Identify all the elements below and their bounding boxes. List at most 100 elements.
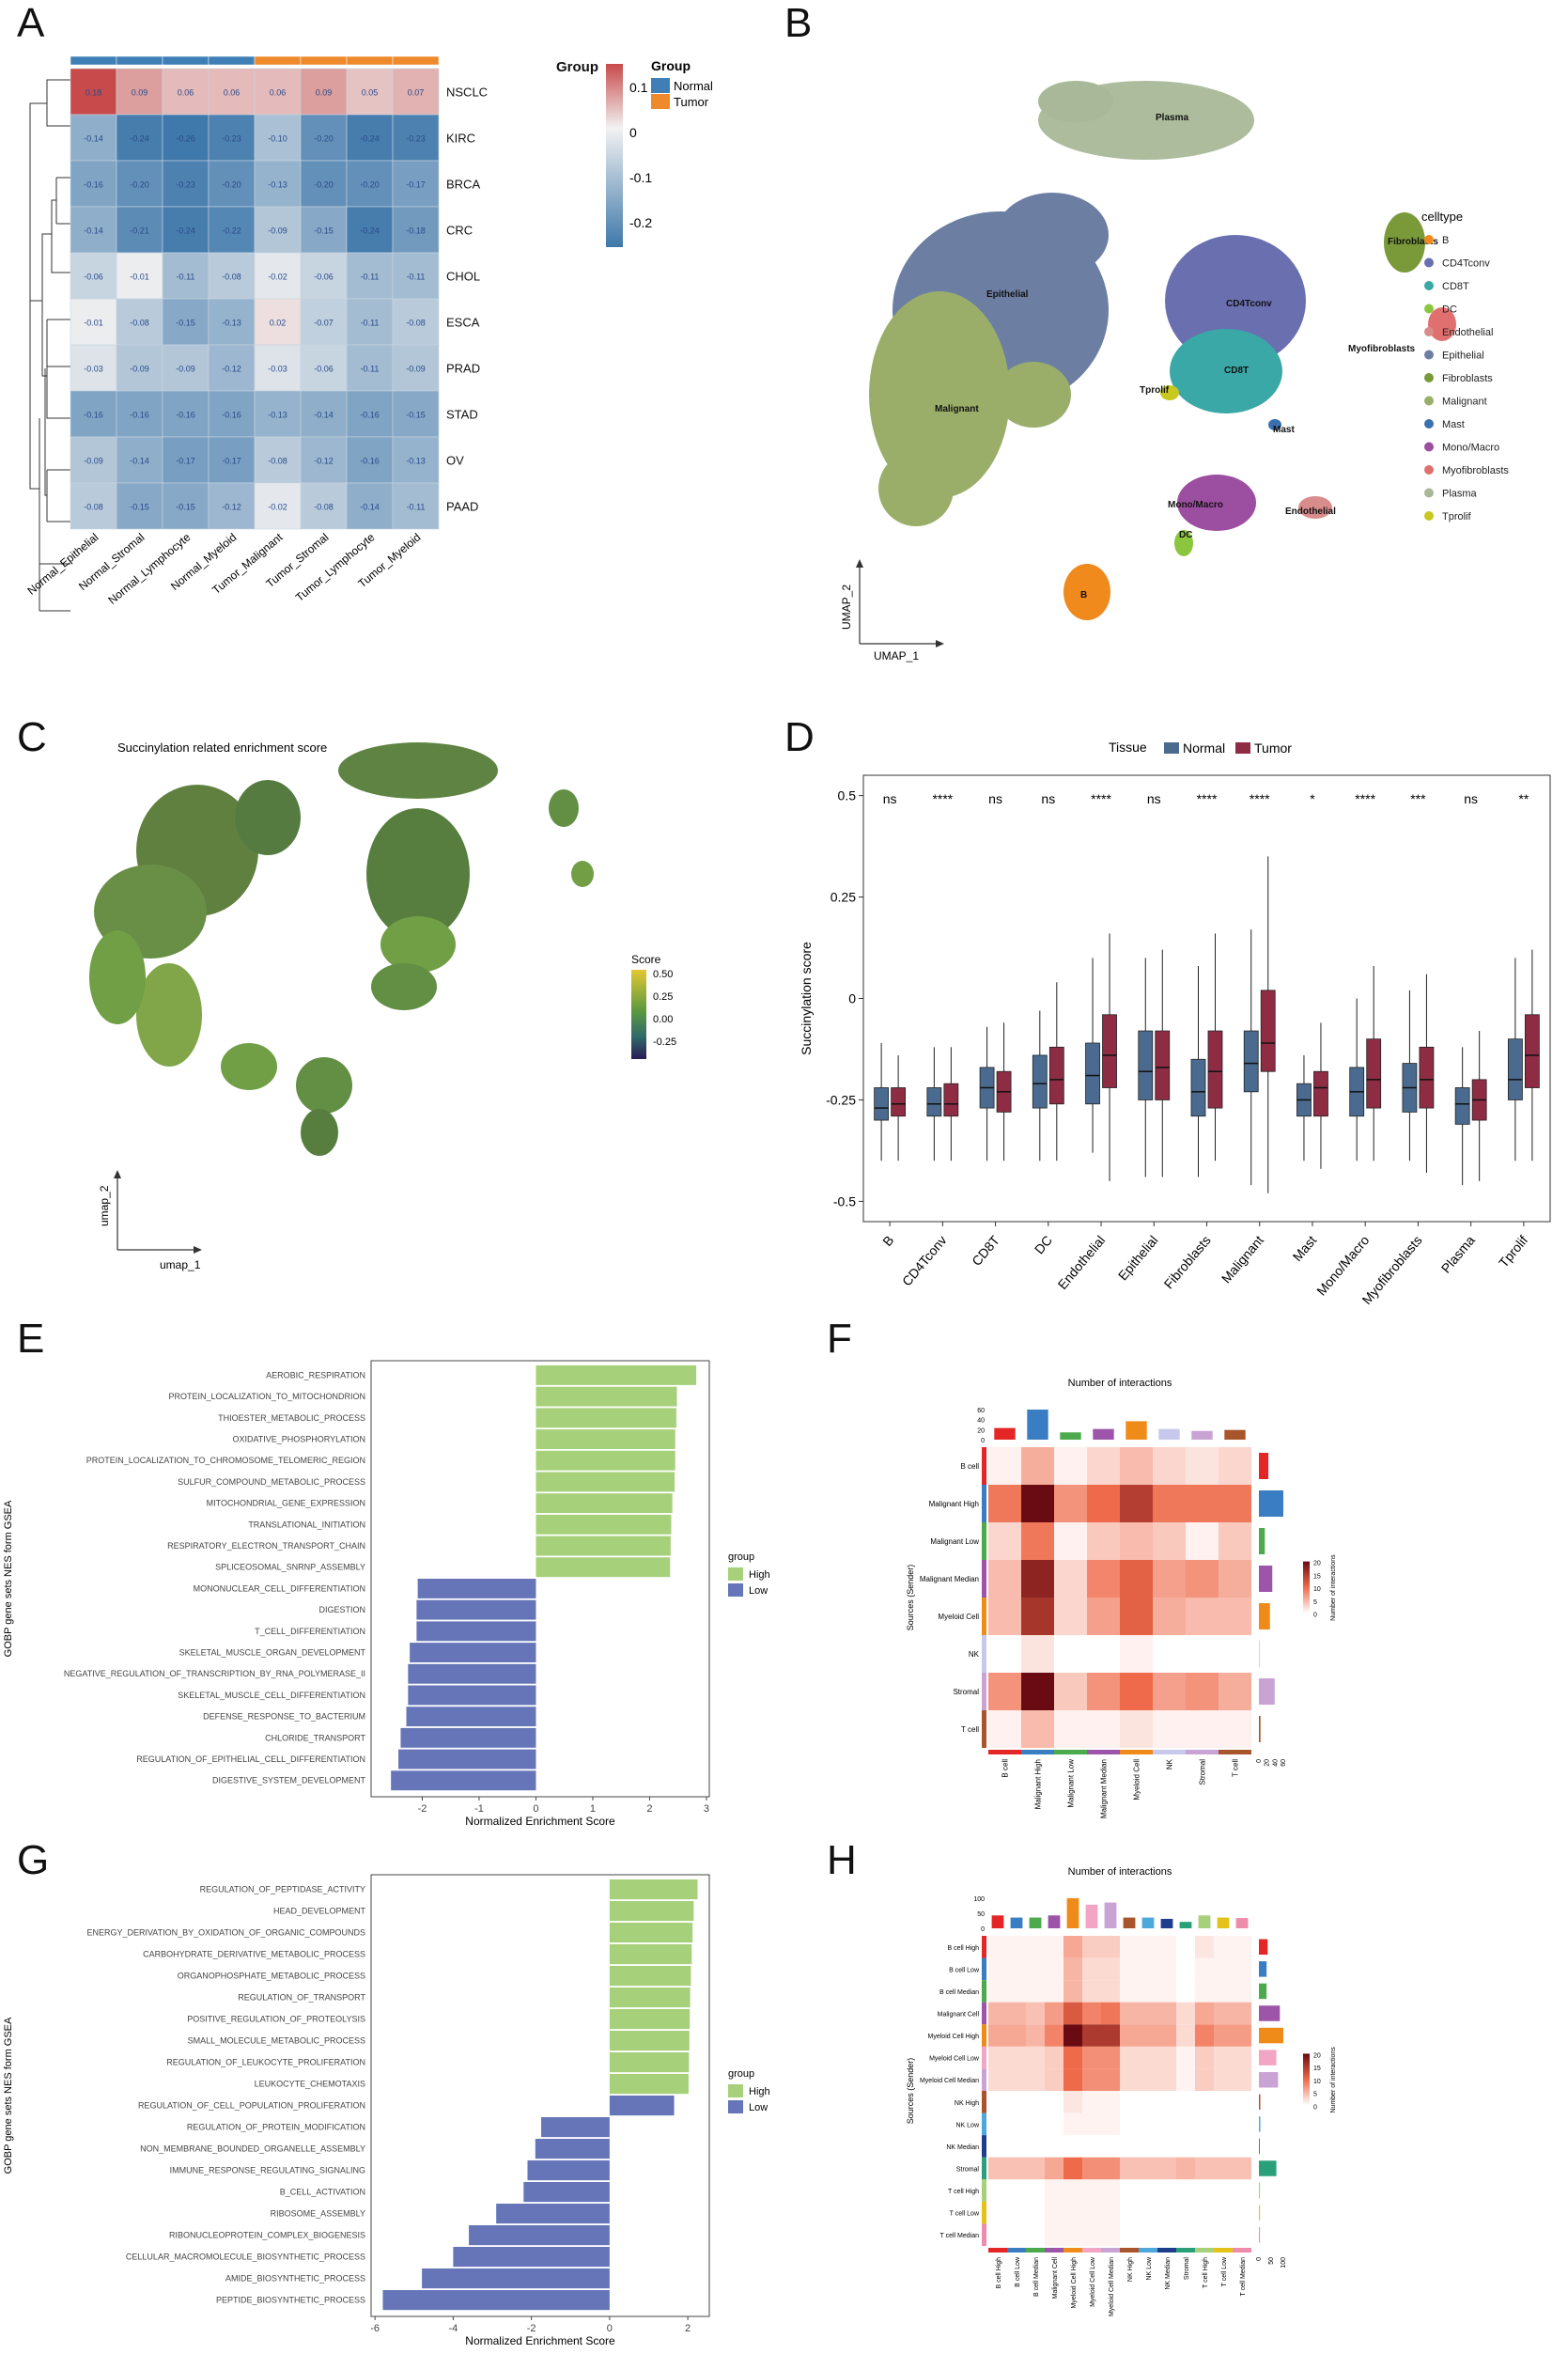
heatmap-cell: [1026, 2223, 1045, 2246]
bar-label: MONONUCLEAR_CELL_DIFFERENTIATION: [194, 1583, 365, 1593]
heatmap-cell: [254, 390, 302, 438]
heatmap-cell: [1026, 2201, 1045, 2224]
heatmap-cell: [988, 1598, 1021, 1635]
right-axis-tick: 50: [1268, 2257, 1275, 2265]
top-bar: [1141, 1917, 1155, 1928]
heatmap-cell: [1157, 2223, 1176, 2246]
bar: [536, 1386, 677, 1407]
bar-label: SKELETAL_MUSCLE_CELL_DIFFERENTIATION: [178, 1691, 365, 1700]
heatmap-cell: [1045, 1980, 1063, 2003]
row-color-strip: [982, 2157, 986, 2180]
group-row-label: Group: [556, 59, 598, 75]
row-label: ESCA: [446, 316, 480, 330]
cluster-fibroblasts: [1384, 212, 1425, 273]
x-tick-label: -4: [449, 2323, 458, 2334]
legend-label: Mono/Macro: [1442, 443, 1499, 454]
cell-value-label: -0.24: [176, 226, 195, 236]
cluster-malignant: [869, 291, 1010, 498]
x-tick-label: Fibroblasts: [1161, 1233, 1214, 1292]
heatmap-cell: [70, 390, 117, 438]
cluster-tprolif: [1160, 385, 1179, 400]
heatmap-cell: [1087, 1485, 1120, 1522]
heatmap-cell: [392, 114, 440, 162]
cell-value-label: -0.11: [361, 273, 380, 282]
heatmap-cell: [1176, 2024, 1195, 2047]
arrow-head-icon: [936, 640, 944, 647]
x-tick-label: Plasma: [1438, 1232, 1478, 1275]
scale-tick: -0.25: [653, 1037, 676, 1048]
heatmap-cell: [1186, 1673, 1219, 1710]
bar: [536, 1514, 672, 1535]
row-label: T cell High: [948, 2189, 979, 2195]
heatmap-cell: [1219, 1560, 1251, 1598]
heatmap-cell: [1045, 2135, 1063, 2158]
x-tick-label: Malignant: [1219, 1233, 1266, 1286]
x-tick-label: Epithelial: [1115, 1233, 1161, 1284]
row-label: Malignant Low: [930, 1537, 979, 1546]
cell-value-label: -0.09: [84, 457, 103, 466]
heatmap-cell: [1176, 2091, 1195, 2113]
box: [1313, 1070, 1328, 1117]
arrow-head-icon: [114, 1170, 121, 1178]
right-bar: [1259, 1983, 1267, 2000]
column-color-strip: [1063, 2248, 1082, 2253]
heatmap-cell: [1214, 2157, 1233, 2180]
significance-label: ***: [1410, 791, 1426, 806]
column-color-strip: [1045, 2248, 1063, 2253]
cell-value-label: -0.20: [222, 180, 241, 190]
column-label: Normal_Lymphocyte: [105, 530, 193, 606]
bar: [609, 1988, 691, 2008]
significance-label: ns: [1041, 791, 1055, 806]
row-label: B cell Median: [939, 1989, 979, 1996]
legend-dot: [1424, 465, 1434, 475]
row-color-strip: [982, 1980, 986, 2003]
legend-dot: [1424, 511, 1434, 521]
legend-title: group: [728, 1551, 754, 1563]
cluster-label: Endothelial: [1285, 507, 1336, 517]
heatmap-cell: [1026, 1957, 1045, 1981]
heatmap-cell: [116, 298, 163, 346]
heatmap-cell: [1045, 2179, 1063, 2202]
top-axis-tick: 40: [977, 1418, 985, 1425]
heatmap-cell: [988, 1936, 1007, 1958]
cell-value-label: -0.07: [314, 319, 334, 328]
heatmap-cell: [1007, 2068, 1026, 2091]
heatmap-cell: [1045, 2024, 1063, 2047]
x-tick-label: 2: [646, 1803, 652, 1815]
box: [874, 1087, 890, 1121]
heatmap-cell: [1195, 2201, 1214, 2224]
column-label: B cell Median: [1033, 2257, 1040, 2297]
row-label: NK Median: [946, 2144, 979, 2151]
heatmap-cell: [1219, 1447, 1251, 1485]
row-label: NK High: [955, 2100, 979, 2107]
cluster-label: CD4Tconv: [1226, 299, 1272, 309]
cell-value-label: 0.09: [132, 88, 148, 98]
heatmap-cell: [1186, 1598, 1219, 1635]
heatmap-cell: [1219, 1673, 1251, 1710]
cell-value-label: -0.08: [130, 319, 149, 328]
color-scale-bar: [631, 970, 646, 1059]
top-bar: [991, 1915, 1004, 1928]
panel-label-h: H: [827, 1837, 857, 1883]
scale-tick: 0: [629, 125, 637, 140]
cell-value-label: -0.11: [177, 273, 195, 282]
column-color-strip: [1153, 1750, 1186, 1754]
right-axis-tick: 0: [1256, 1759, 1263, 1763]
heatmap-cell: [1176, 2112, 1195, 2136]
column-color-strip: [1214, 2248, 1233, 2253]
cell-value-label: 0.06: [270, 88, 287, 98]
heatmap-cell: [1045, 2112, 1063, 2136]
heatmap-cell: [1101, 2068, 1120, 2091]
heatmap-cell: [1101, 1957, 1120, 1981]
scale-tick: 0.1: [629, 80, 648, 95]
right-bar: [1259, 1961, 1267, 1977]
x-tick-label: 1: [590, 1803, 596, 1815]
column-color-strip: [1087, 1750, 1120, 1754]
top-bar: [1093, 1428, 1114, 1440]
cell-value-label: -0.16: [360, 457, 380, 466]
bar-label: REGULATION_OF_CELL_POPULATION_PROLIFERAT…: [138, 2101, 365, 2111]
heatmap-cell: [1087, 1522, 1120, 1560]
y-tick-label: 0.5: [838, 788, 857, 803]
heatmap-cell: [1153, 1485, 1186, 1522]
heatmap-cell: [1157, 2046, 1176, 2069]
